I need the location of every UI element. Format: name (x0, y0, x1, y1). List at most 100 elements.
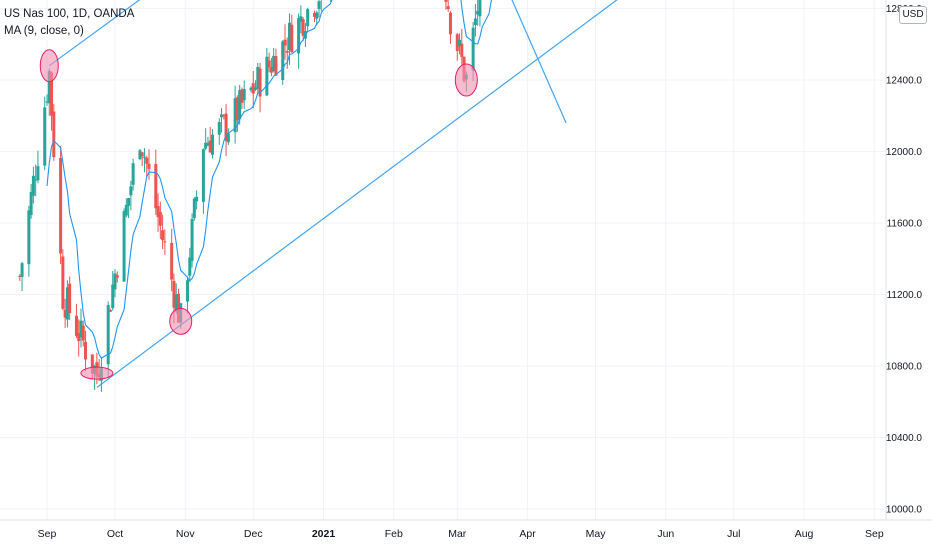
currency-unit-button[interactable]: USD (899, 6, 927, 24)
candle-body (476, 10, 480, 15)
candle-body (315, 12, 319, 19)
candle-body (113, 273, 117, 290)
candle-body (34, 179, 38, 181)
candle-body (127, 197, 131, 206)
candle-body (224, 113, 228, 141)
candle-body (29, 192, 33, 215)
candle-body (172, 280, 176, 308)
y-tick-label: 11200.0 (887, 290, 923, 301)
candle-body (36, 166, 40, 181)
candle-body (79, 320, 83, 338)
candle-body (161, 230, 165, 241)
candle-body (68, 283, 72, 313)
candle-body (455, 34, 459, 52)
candle-body (317, 1, 321, 9)
x-tick-label: Sep (38, 528, 57, 540)
trendlines[interactable] (48, 0, 922, 388)
x-tick-label: 2021 (312, 528, 336, 540)
candle-body (84, 341, 88, 360)
indicator-label[interactable]: MA (9, close, 0) (4, 25, 84, 37)
candle-body (61, 256, 65, 309)
candle-body (301, 19, 305, 36)
candle-body (446, 6, 450, 10)
candle-body (460, 43, 464, 57)
candle-body (188, 257, 192, 276)
x-tick-label: Aug (795, 528, 814, 540)
x-tick-label: May (586, 528, 607, 540)
candle-body (145, 157, 149, 164)
candle-body (233, 98, 237, 133)
candle-body (312, 12, 316, 17)
y-tick-label: 10800.0 (886, 362, 923, 373)
candle-body (306, 9, 310, 27)
candle-body (269, 67, 273, 73)
candle-body (297, 18, 301, 54)
candle-body (81, 325, 85, 341)
candle-body (43, 107, 47, 166)
candle-body (190, 218, 194, 261)
candle-body (63, 309, 67, 318)
candle-body (238, 90, 242, 120)
candle-body (31, 175, 35, 196)
candle-body (20, 263, 24, 277)
y-tick-label: 10400.0 (886, 433, 923, 444)
candle-body (240, 89, 244, 103)
candle-body (74, 315, 78, 336)
candle-body (192, 198, 196, 219)
ellipse-markers[interactable] (39, 0, 762, 380)
candle-body (249, 87, 253, 91)
candle-body (163, 241, 167, 243)
candle-body (473, 18, 477, 26)
ellipse-marker (80, 366, 114, 380)
candle-body (154, 163, 158, 209)
x-tick-label: Dec (244, 528, 263, 540)
candle-body (115, 275, 119, 278)
candle-body (59, 158, 63, 254)
candle-body (448, 12, 452, 35)
x-tick-label: Jun (657, 528, 674, 540)
candle-body (235, 97, 239, 121)
candles (18, 0, 482, 392)
candle-body (281, 41, 285, 80)
candle-body (52, 111, 56, 158)
candle-body (90, 354, 94, 374)
candle-body (217, 122, 221, 135)
candle-body (111, 284, 115, 309)
candle-body (208, 140, 212, 153)
candle-body (458, 39, 462, 47)
candle-body (251, 83, 255, 94)
candle-body (195, 196, 199, 202)
chart-legend: US Nas 100, 1D, OANDA MA (9, close, 0) (4, 6, 134, 40)
candle-body (27, 210, 31, 265)
candle-body (265, 56, 269, 96)
candle-body (50, 72, 54, 116)
candle-body (131, 163, 135, 185)
trendline (511, 0, 567, 124)
ellipse-marker (169, 307, 193, 335)
candle-body (158, 211, 162, 226)
candle-body (222, 115, 226, 117)
trendline (48, 0, 141, 67)
candle-body (256, 66, 260, 90)
ellipse-marker (454, 63, 478, 97)
candle-body (254, 87, 258, 90)
candle-body (471, 27, 475, 71)
y-tick-label: 11600.0 (887, 219, 923, 230)
x-tick-label: Mar (448, 528, 467, 540)
candle-body (290, 24, 294, 53)
candle-body (129, 186, 133, 196)
axes (0, 0, 932, 521)
candle-body (108, 310, 112, 312)
x-tick-label: Feb (385, 528, 403, 540)
x-tick-label: Oct (107, 528, 123, 540)
trendline (96, 0, 618, 388)
y-tick-label: 12000.0 (886, 147, 923, 158)
symbol-title[interactable]: US Nas 100, 1D, OANDA (4, 8, 135, 20)
candle-body (226, 133, 230, 143)
candle-body (124, 204, 128, 216)
candle-body (18, 275, 22, 278)
y-axis-ticks: 15200.014800.014400.014000.013600.013200… (886, 4, 923, 516)
candle-body (170, 242, 174, 280)
candle-body (478, 0, 482, 17)
